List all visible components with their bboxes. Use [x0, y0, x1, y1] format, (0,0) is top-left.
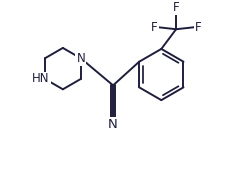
- Text: N: N: [108, 118, 118, 131]
- Text: F: F: [194, 21, 201, 34]
- Text: HN: HN: [32, 72, 50, 85]
- Text: F: F: [151, 21, 158, 34]
- Text: N: N: [76, 52, 85, 65]
- Text: F: F: [173, 1, 179, 14]
